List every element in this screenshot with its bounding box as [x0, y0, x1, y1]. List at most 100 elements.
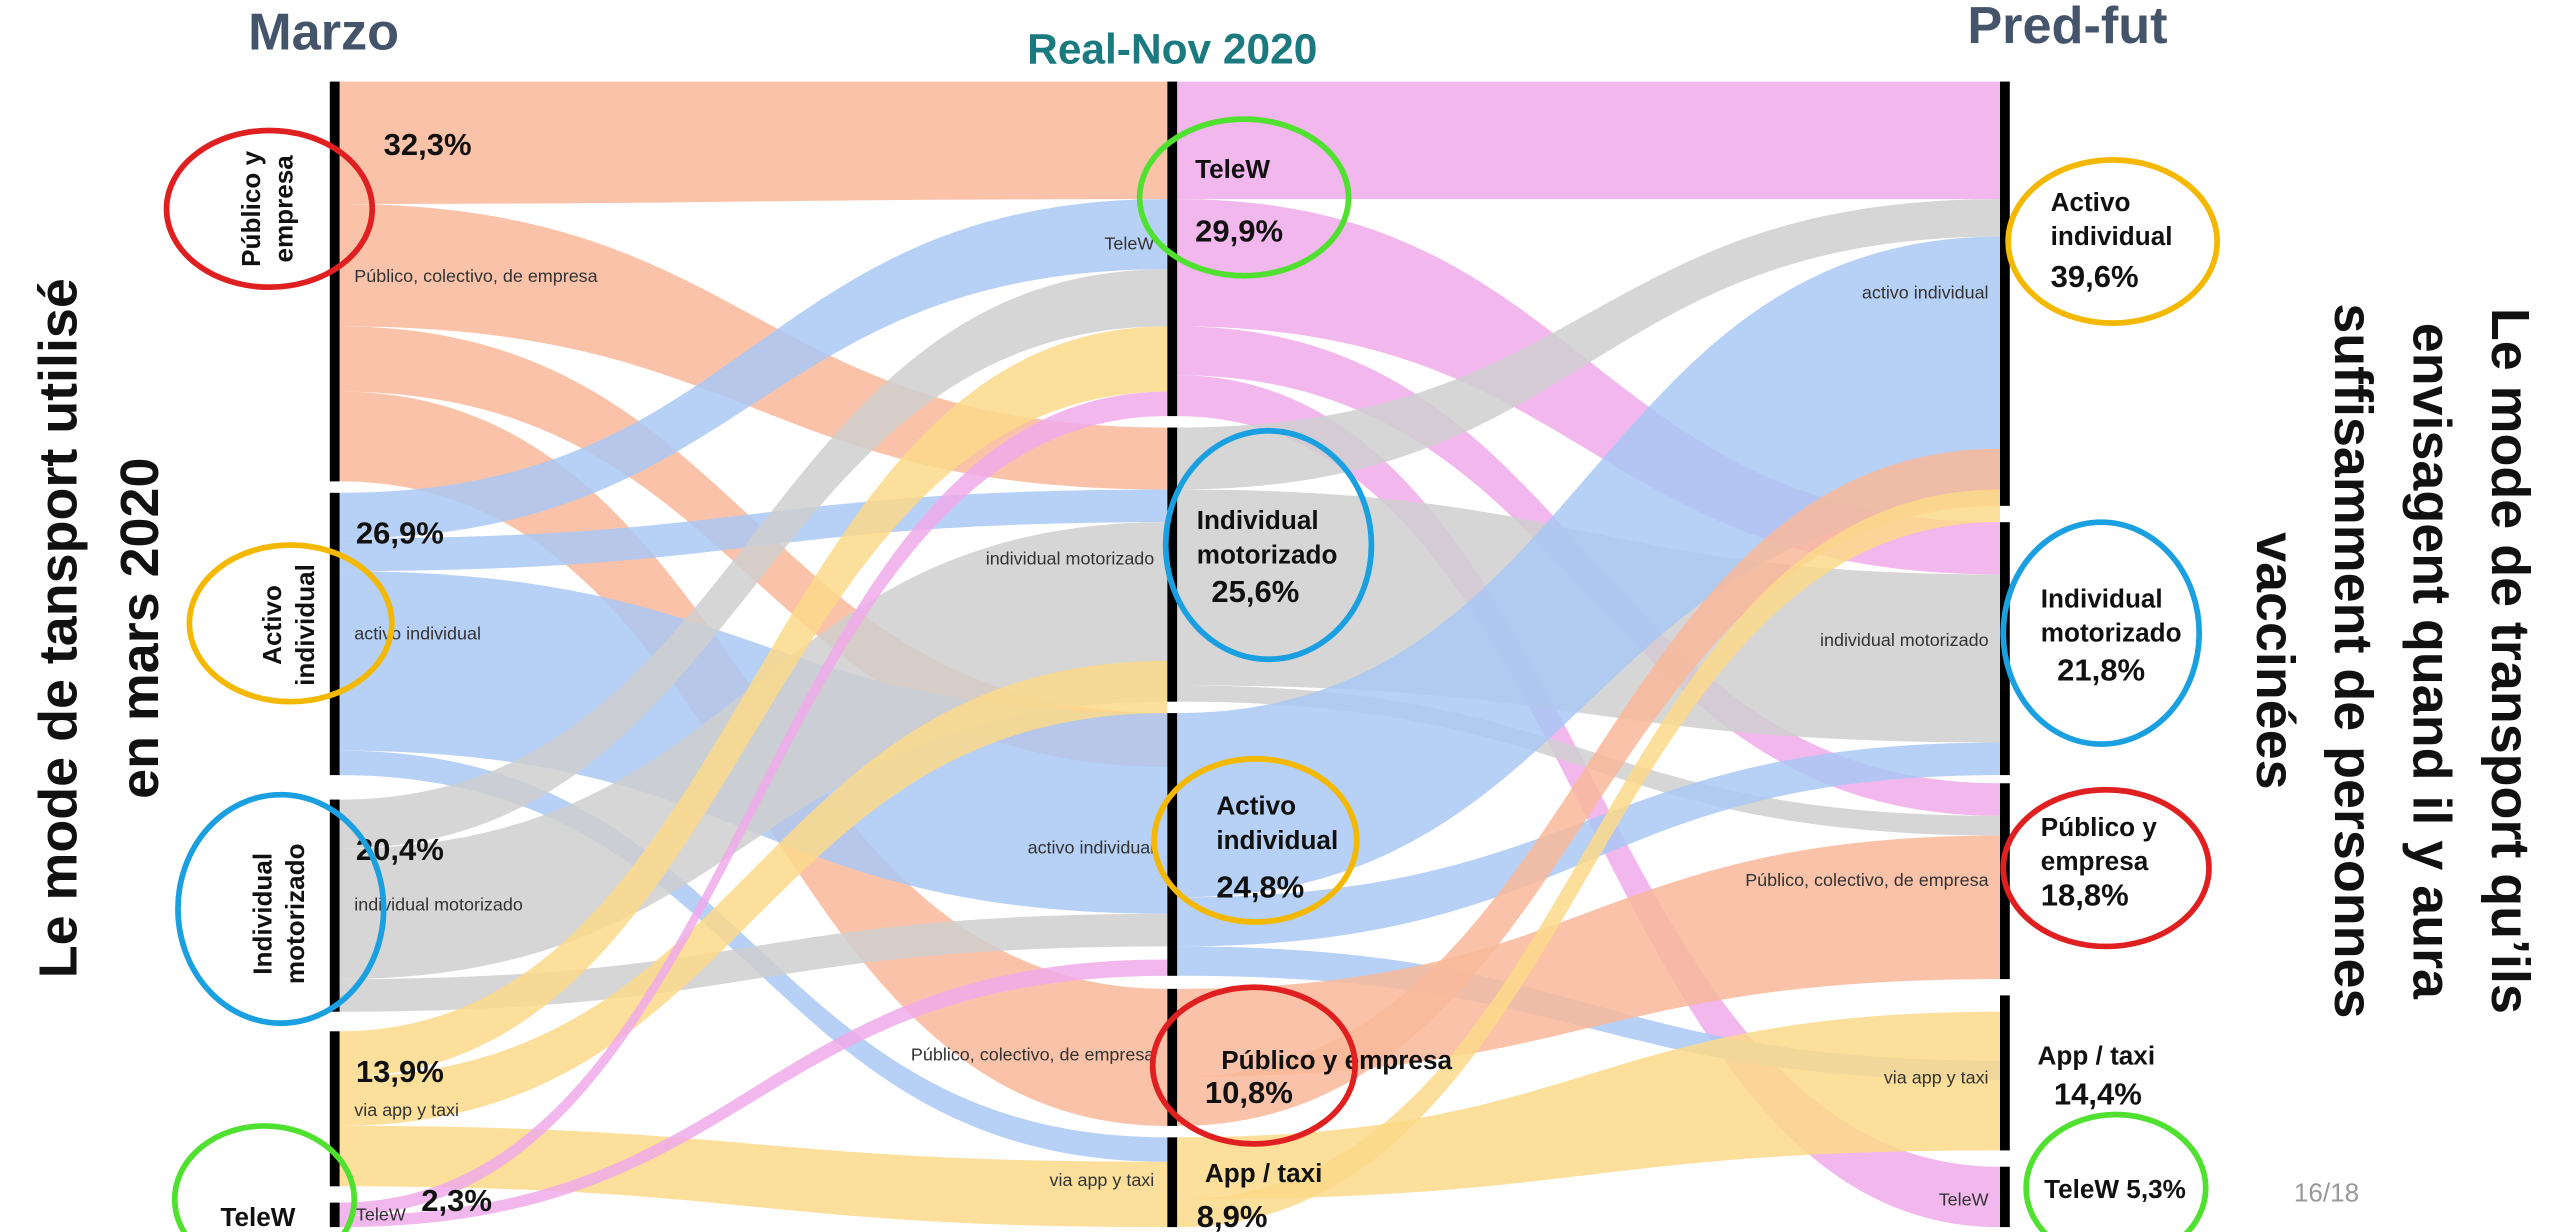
- node-percent: 29,9%: [1195, 214, 1283, 249]
- flows: [339, 81, 2000, 1228]
- annotation-circle: [163, 127, 376, 291]
- right-title: suffisamment de personnes: [2323, 303, 2383, 1018]
- node-label: via app y taxi: [354, 1100, 459, 1120]
- node-label: activo individual: [354, 624, 481, 644]
- node-percent: 18,8%: [2041, 878, 2129, 913]
- node-note: motorizado: [280, 843, 310, 984]
- node-note: individual: [1216, 825, 1338, 855]
- node-label: Público, colectivo, de empresa: [1745, 870, 1988, 890]
- node-note: TeleW 5,3%: [2044, 1174, 2186, 1204]
- right-title: vaccinées: [2245, 532, 2305, 789]
- node-note: Individual: [2041, 583, 2163, 613]
- annotation-circle: [175, 791, 387, 1026]
- flow: [339, 391, 1168, 1216]
- left-title: en mars 2020: [110, 458, 170, 799]
- annotation-circle: [1151, 755, 1360, 925]
- node-bar: [1167, 427, 1178, 702]
- node-note: individual: [2051, 221, 2173, 251]
- node-label: via app y taxi: [1884, 1067, 1989, 1087]
- flow: [339, 326, 1168, 1077]
- node-bar: [1167, 1137, 1178, 1228]
- node-note: TeleW: [220, 1202, 295, 1232]
- flow: [1177, 685, 2000, 836]
- annotation-circle: [1136, 116, 1352, 279]
- node-note: Activo: [2051, 187, 2131, 217]
- node-bar: [2000, 995, 2010, 1151]
- annotation-circle: [186, 542, 395, 705]
- node-label: Público, colectivo, de empresa: [911, 1045, 1154, 1065]
- node-percent: 10,8%: [1205, 1075, 1293, 1110]
- flow: [1177, 81, 2000, 200]
- node-percent: 2,3%: [421, 1183, 492, 1218]
- node-note: Público y: [236, 150, 266, 267]
- node-label: individual motorizado: [1820, 630, 1989, 650]
- annotation-circle: [2000, 786, 2212, 950]
- annotation-circle: [1149, 984, 1358, 1147]
- node-note: TeleW: [1195, 154, 1270, 184]
- node-percent: 21,8%: [2057, 652, 2145, 687]
- right-title: envisagent quand il y aura: [2402, 323, 2462, 1000]
- node-note: Individual: [1197, 505, 1319, 535]
- node-bar: [329, 81, 340, 482]
- node-percent: 25,6%: [1211, 574, 1299, 609]
- flow: [339, 81, 1168, 204]
- flow: [1177, 448, 2000, 1126]
- flow: [339, 660, 1168, 1126]
- node-percent: 39,6%: [2051, 259, 2139, 294]
- node-bar: [2000, 81, 2010, 506]
- node-note: Activo: [257, 585, 287, 665]
- node-bar: [329, 1202, 340, 1228]
- flow: [339, 1125, 1168, 1228]
- node-label: via app y taxi: [1050, 1170, 1155, 1190]
- flow: [1177, 236, 2000, 898]
- annotation-circle: [2000, 519, 2203, 747]
- node-bar: [2000, 1166, 2010, 1228]
- node-label: TeleW: [1939, 1190, 1989, 1210]
- node-bar: [329, 799, 340, 1012]
- node-percent: 24,8%: [1216, 870, 1304, 905]
- annotation-circle: [2023, 1111, 2209, 1232]
- node-label: TeleW: [356, 1204, 406, 1224]
- node-percent: 14,4%: [2054, 1077, 2142, 1112]
- node-bar: [1167, 713, 1178, 976]
- node-bar: [1167, 988, 1178, 1126]
- node-note: empresa: [2041, 846, 2149, 876]
- node-note: motorizado: [1197, 539, 1338, 569]
- column-title: Marzo: [248, 4, 399, 62]
- column-title: Pred-fut: [1967, 0, 2167, 55]
- flow: [1177, 489, 2000, 1228]
- flow: [339, 522, 1168, 980]
- node-percent: 32,3%: [384, 127, 472, 162]
- node-note: motorizado: [2041, 618, 2182, 648]
- node-label: TeleW: [1104, 234, 1154, 254]
- node-note: empresa: [269, 155, 299, 263]
- node-label: individual motorizado: [986, 548, 1155, 568]
- annotation-circle: [171, 1123, 358, 1232]
- node-note: Activo: [1216, 791, 1296, 821]
- flow: [339, 269, 1168, 849]
- node-note: Público y: [2041, 812, 2158, 842]
- flow: [1177, 199, 2000, 575]
- node-note: individual: [290, 564, 320, 686]
- node-bar: [329, 492, 340, 776]
- node-note: Público y empresa: [1221, 1045, 1452, 1075]
- flow: [339, 199, 1168, 539]
- node-label: activo individual: [1862, 282, 1989, 302]
- node-note: App / taxi: [1205, 1158, 1323, 1188]
- node-bar: [1167, 81, 1178, 417]
- node-label: activo individual: [1028, 837, 1155, 857]
- flow: [1177, 199, 2000, 490]
- node-percent: 13,9%: [356, 1054, 444, 1089]
- annotation-circle: [1162, 427, 1375, 663]
- node-note: Individual: [247, 853, 277, 975]
- foreground: Marzo Real-Nov 2020 Pred-fut Público, colec…: [28, 0, 2540, 1232]
- node-percent: 26,9%: [356, 515, 444, 550]
- left-title: Le mode de tansport utilisé: [28, 278, 88, 978]
- right-title: Le mode de transport qu’ils: [2480, 308, 2540, 1014]
- node-label: Público, colectivo, de empresa: [354, 266, 597, 286]
- node-note: App / taxi: [2038, 1040, 2156, 1070]
- page-number: 16/18: [2294, 1177, 2359, 1207]
- annotation-circle: [2005, 157, 2220, 326]
